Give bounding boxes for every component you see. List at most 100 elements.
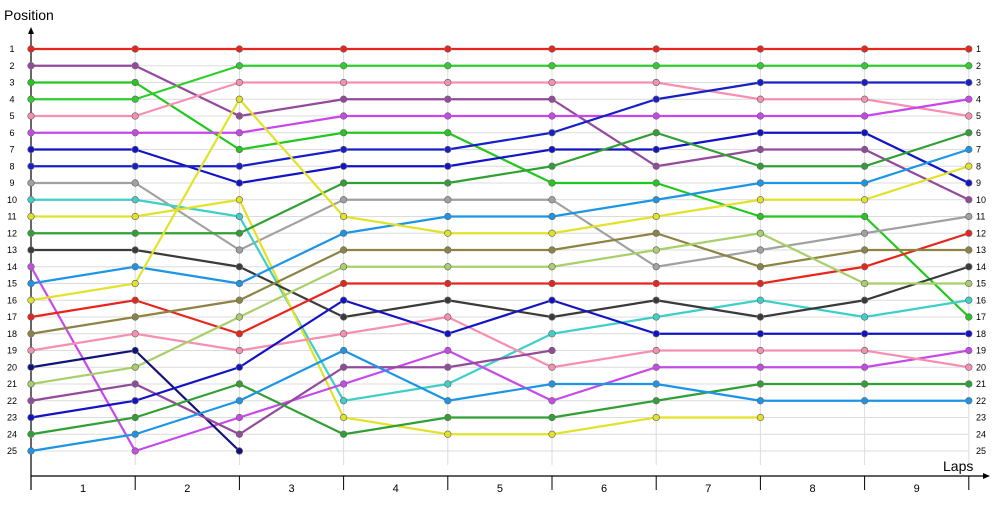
series-24-point-outline-1	[131, 430, 139, 438]
series-3-point-outline-1	[131, 95, 139, 103]
series-19-point-outline-7	[756, 229, 765, 237]
series-12-point-outline-7	[756, 313, 765, 321]
series-0-point-outline-4	[444, 45, 452, 53]
x-tick-label-7: 7	[705, 483, 711, 495]
y-tick-label-left-9: 9	[9, 178, 14, 188]
y-tick-label-left-10: 10	[7, 195, 17, 205]
y-tick-label-left-21: 21	[7, 379, 17, 389]
series-16-point-outline-8	[860, 263, 869, 271]
series-21-point-outline-3	[340, 363, 348, 371]
series-18-point-outline-2	[235, 346, 243, 355]
series-6-point-outline-7	[756, 129, 765, 137]
series-line-13	[30, 266, 969, 453]
y-tick-label-right-4: 4	[976, 94, 981, 104]
series-11-point-outline-9	[965, 129, 973, 137]
y-tick-label-left-7: 7	[9, 145, 14, 155]
y-axis-title: Position	[4, 7, 54, 23]
y-tick-label-right-23: 23	[976, 413, 986, 423]
series-16-point-outline-9	[965, 229, 973, 237]
y-tick-label-left-16: 16	[7, 295, 17, 305]
series-2-point-outline-7	[756, 212, 765, 221]
series-17-point-outline-3	[340, 246, 348, 254]
series-14-point-outline-5	[548, 212, 556, 221]
series-0-point-outline-0	[27, 45, 35, 53]
series-24-point-outline-6	[652, 380, 660, 388]
series-10-point-outline-6	[652, 413, 660, 422]
series-23-point-outline-4	[444, 413, 452, 422]
series-0-point-outline-8	[860, 45, 869, 53]
series-17-point-outline-7	[756, 263, 765, 271]
series-15-point-outline-9	[965, 162, 973, 170]
series-16-point-outline-5	[548, 279, 556, 288]
y-tick-label-right-9: 9	[976, 178, 981, 188]
series-17-point-outline-8	[860, 246, 869, 254]
series-22-point-outline-1	[131, 397, 139, 405]
series-11-point-outline-4	[444, 179, 452, 187]
series-13-point-outline-4	[444, 346, 452, 355]
series-line-24	[30, 349, 969, 453]
series-11-point-outline-7	[756, 162, 765, 170]
y-tick-label-left-3: 3	[9, 78, 14, 88]
series-9-point-outline-3	[340, 397, 348, 405]
y-tick-label-right-22: 22	[976, 396, 986, 406]
series-6-point-outline-6	[652, 145, 660, 154]
series-2-point-outline-4	[444, 129, 452, 137]
series-21-point-outline-2	[235, 430, 243, 438]
series-19-point-outline-3	[340, 263, 348, 271]
series-9-point-outline-2	[235, 212, 243, 221]
series-13-point-outline-0	[27, 263, 35, 271]
series-7-point-outline-5	[548, 129, 556, 137]
series-22-point-outline-4	[444, 330, 452, 338]
series-19-point-outline-1	[131, 363, 139, 371]
series-22-point-outline-2	[235, 363, 243, 371]
y-tick-label-right-2: 2	[976, 61, 981, 71]
series-2-point-outline-9	[965, 313, 973, 321]
series-15-point-outline-0	[27, 296, 35, 304]
series-8-point-outline-4	[444, 196, 452, 204]
series-1-point-outline-4	[444, 95, 452, 103]
series-22-point-outline-0	[27, 413, 35, 422]
series-13-point-outline-9	[965, 346, 973, 355]
series-4-point-outline-0	[27, 112, 35, 120]
series-6-point-outline-5	[548, 145, 556, 154]
series-21-point-outline-0	[27, 397, 35, 405]
series-24-point-outline-4	[444, 397, 452, 405]
series-10-point-outline-3	[340, 413, 348, 422]
y-tick-label-left-22: 22	[7, 396, 17, 406]
y-tick-label-left-17: 17	[7, 312, 17, 322]
y-tick-label-left-19: 19	[7, 346, 17, 356]
y-tick-label-left-11: 11	[7, 212, 16, 222]
series-18-point-outline-4	[444, 313, 452, 321]
series-22-point-outline-6	[652, 330, 660, 338]
series-9-point-outline-4	[444, 380, 452, 388]
series-18-point-outline-5	[548, 363, 556, 371]
series-15-point-outline-8	[860, 196, 869, 204]
series-11-point-outline-6	[652, 129, 660, 137]
series-12-point-outline-9	[965, 263, 973, 271]
series-4-point-outline-3	[340, 78, 348, 87]
series-5-point-outline-9	[965, 95, 973, 103]
series-2-point-outline-3	[340, 129, 348, 137]
series-12-point-outline-3	[340, 313, 348, 321]
series-4-point-outline-4	[444, 78, 452, 87]
series-22-point-outline-5	[548, 296, 556, 304]
series-20-point-outline-1	[131, 346, 139, 355]
series-4-point-outline-1	[131, 112, 139, 120]
series-1-point-outline-0	[27, 62, 35, 70]
series-4-point-outline-9	[965, 112, 973, 120]
series-10-point-outline-1	[131, 212, 139, 221]
y-tick-label-right-8: 8	[976, 161, 981, 171]
y-tick-label-right-6: 6	[976, 128, 981, 138]
series-3-point-outline-6	[652, 62, 660, 70]
series-1-point-outline-5	[548, 95, 556, 103]
series-4-point-outline-5	[548, 78, 556, 87]
series-line-14	[30, 148, 970, 285]
series-16-point-outline-7	[756, 279, 765, 288]
series-5-point-outline-5	[548, 112, 556, 120]
series-9-point-outline-1	[131, 196, 139, 204]
y-tick-label-left-23: 23	[7, 413, 17, 423]
series-18-point-outline-1	[131, 330, 139, 338]
series-14-point-outline-6	[652, 196, 660, 204]
